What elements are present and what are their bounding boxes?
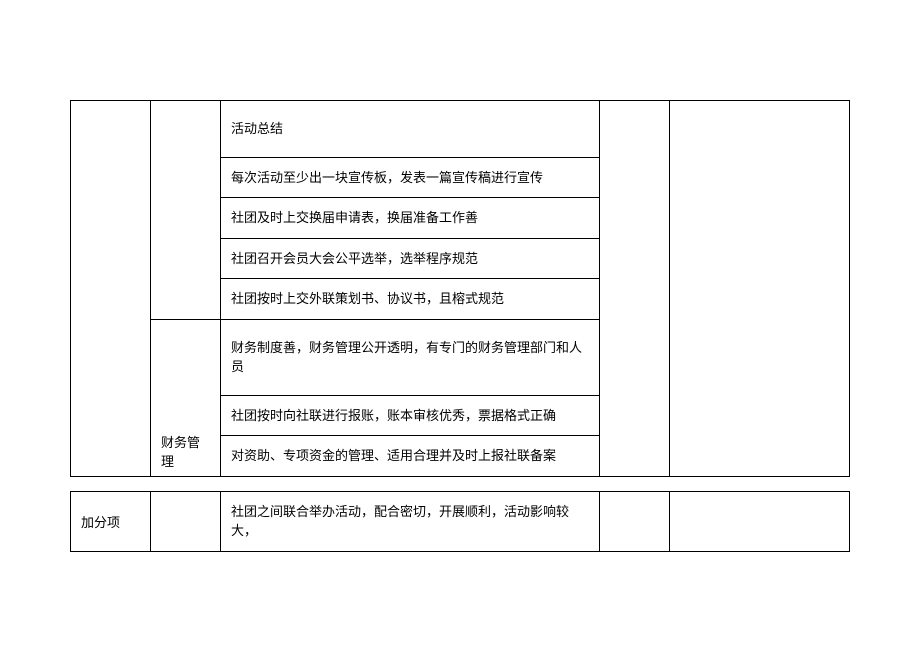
criteria-text: 财务制度善，财务管理公开透明，有专门的财务管理部门和人员 xyxy=(221,320,599,395)
subcategory-label: 财务管理 xyxy=(151,423,220,476)
criteria-cell: 每次活动至少出一块宣传板，发表一篇宣传稿进行宣传 xyxy=(221,157,600,198)
category-cell xyxy=(71,101,151,477)
bonus-table: 加分项 社团之间联合举办活动，配合密切，开展顺利，活动影响较大， xyxy=(70,491,850,552)
criteria-cell: 财务制度善，财务管理公开透明，有专门的财务管理部门和人员 xyxy=(221,319,600,395)
empty-cell xyxy=(670,491,850,551)
subcategory-cell: 财务管理 xyxy=(151,319,221,476)
bonus-criteria-cell: 社团之间联合举办活动，配合密切，开展顺利，活动影响较大， xyxy=(221,491,600,551)
criteria-text: 对资助、专项资金的管理、适用合理并及时上报社联备案 xyxy=(221,436,599,476)
criteria-text: 社团按时向社联进行报账，账本审核优秀，票据格式正确 xyxy=(221,396,599,436)
bonus-label-cell: 加分项 xyxy=(71,491,151,551)
criteria-cell: 社团按时向社联进行报账，账本审核优秀，票据格式正确 xyxy=(221,395,600,436)
criteria-cell: 社团及时上交换届申请表，换届准备工作善 xyxy=(221,198,600,239)
criteria-text: 社团召开会员大会公平选举，选举程序规范 xyxy=(221,239,599,279)
main-table: 活动总结 每次活动至少出一块宣传板，发表一篇宣传稿进行宣传 社团及时上交换届申请… xyxy=(70,100,850,477)
notes-cell xyxy=(670,101,850,477)
criteria-cell: 活动总结 xyxy=(221,101,600,158)
score-cell xyxy=(600,101,670,477)
bonus-label: 加分项 xyxy=(81,515,120,530)
criteria-text: 每次活动至少出一块宣传板，发表一篇宣传稿进行宣传 xyxy=(221,158,599,198)
empty-cell xyxy=(151,491,221,551)
criteria-text: 社团按时上交外联策划书、协议书，且榕式规范 xyxy=(221,279,599,319)
subcategory-cell xyxy=(151,101,221,320)
table-row: 活动总结 xyxy=(71,101,850,158)
criteria-text: 社团及时上交换届申请表，换届准备工作善 xyxy=(221,198,599,238)
criteria-cell: 对资助、专项资金的管理、适用合理并及时上报社联备案 xyxy=(221,436,600,477)
criteria-cell: 社团按时上交外联策划书、协议书，且榕式规范 xyxy=(221,279,600,320)
table-row: 加分项 社团之间联合举办活动，配合密切，开展顺利，活动影响较大， xyxy=(71,491,850,551)
bonus-text: 社团之间联合举办活动，配合密切，开展顺利，活动影响较大， xyxy=(221,492,599,551)
empty-cell xyxy=(600,491,670,551)
criteria-text: 活动总结 xyxy=(221,101,599,157)
criteria-cell: 社团召开会员大会公平选举，选举程序规范 xyxy=(221,238,600,279)
